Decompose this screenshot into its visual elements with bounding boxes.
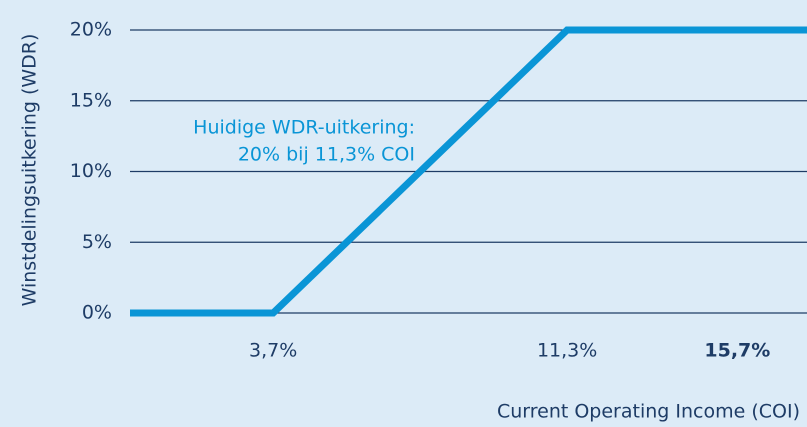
data-line: [130, 26, 807, 317]
x-tick-label: 15,7%: [704, 340, 770, 362]
y-axis-label: Winstdelingsuitkering (WDR): [19, 34, 41, 307]
y-tick-label: 0%: [82, 302, 112, 324]
annotation: Huidige WDR-uitkering:: [193, 117, 415, 139]
y-tick-label: 10%: [70, 160, 112, 182]
y-tick-label: 5%: [82, 231, 112, 253]
y-tick-label: 15%: [70, 89, 112, 111]
annotation: 20% bij 11,3% COI: [238, 144, 415, 166]
x-tick-label: 11,3%: [537, 340, 597, 362]
y-tick-label: 20%: [70, 19, 112, 41]
x-tick-label: 3,7%: [249, 340, 297, 362]
x-axis-label: Current Operating Income (COI): [497, 401, 800, 423]
